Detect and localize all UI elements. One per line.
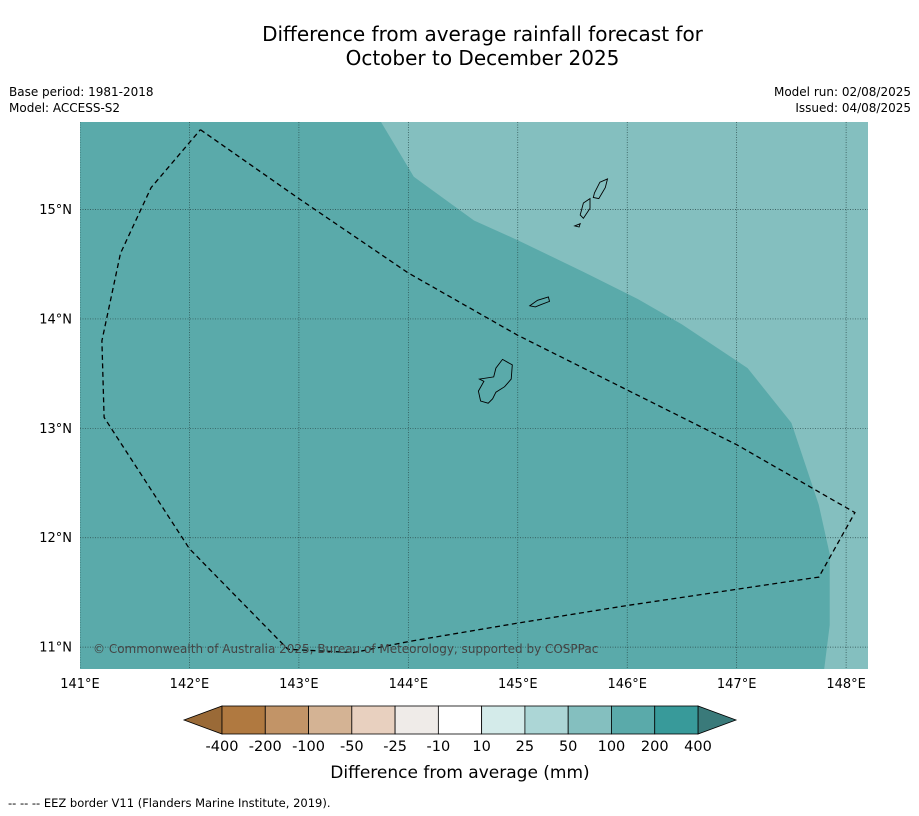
- island-outline: [579, 197, 591, 220]
- zone-100-200-fill: [80, 122, 830, 669]
- lon-tick-label: 143°E: [279, 677, 319, 692]
- colorbar-swatch: [264, 705, 309, 735]
- title-line-1: Difference from average rainfall forecas…: [262, 22, 703, 46]
- map-title: Difference from average rainfall forecas…: [0, 22, 919, 70]
- colorbar-swatch: [437, 705, 483, 735]
- eez-legend-note: -- -- -- EEZ border V11 (Flanders Marine…: [8, 796, 331, 810]
- colorbar-tick-label: 10: [472, 739, 490, 755]
- map-area: © Commonwealth of Australia 2025, Bureau…: [80, 122, 868, 669]
- title-line-2: October to December 2025: [345, 46, 620, 70]
- colorbar-high-extension: [697, 705, 738, 735]
- graticule: [80, 122, 868, 669]
- lon-tick-label: 141°E: [60, 677, 100, 692]
- colorbar-tick-label: -200: [249, 739, 282, 755]
- colorbar-swatch: [221, 705, 266, 735]
- colorbar-swatch: [394, 705, 439, 735]
- lon-tick-label: 142°E: [170, 677, 210, 692]
- copyright-text: © Commonwealth of Australia 2025, Bureau…: [93, 642, 598, 656]
- colorbar-tick-label: -25: [383, 739, 407, 755]
- island-outline: [592, 178, 609, 200]
- islands: [477, 178, 609, 404]
- colorbar-tick-label: -50: [340, 739, 364, 755]
- colorbar-swatch: [308, 705, 353, 735]
- colorbar: -400 -200 -100 -50 -25 -10 10 25 50 100 200 400: [182, 705, 738, 755]
- colorbar-tick-label: 400: [684, 739, 712, 755]
- colorbar-swatch: [611, 705, 656, 735]
- lon-tick-label: 145°E: [498, 677, 538, 692]
- island-outline: [573, 222, 581, 228]
- colorbar-tick-label: 100: [598, 739, 626, 755]
- colorbar-low-extension: [182, 705, 223, 735]
- lon-tick-label: 146°E: [607, 677, 647, 692]
- run-info: Model run: 02/08/2025 Issued: 04/08/2025: [774, 84, 911, 116]
- colorbar-swatch: [654, 705, 699, 735]
- issued-text: Issued: 04/08/2025: [795, 101, 911, 115]
- island-outline: [528, 296, 551, 308]
- colorbar-tick-label: 25: [516, 739, 534, 755]
- model-info: Base period: 1981-2018 Model: ACCESS-S2: [9, 84, 154, 116]
- lon-tick-label: 144°E: [389, 677, 429, 692]
- lat-tick-label: 14°N: [39, 312, 72, 327]
- colorbar-tick-label: -10: [427, 739, 451, 755]
- colorbar-swatch: [524, 705, 569, 735]
- island-outline: [477, 358, 513, 404]
- colorbar-title: Difference from average (mm): [330, 763, 589, 783]
- eez-border: [101, 129, 856, 654]
- colorbar-tick-label: 50: [559, 739, 577, 755]
- colorbar-swatch: [567, 705, 612, 735]
- lat-tick-label: 11°N: [39, 641, 72, 656]
- lat-tick-label: 15°N: [39, 203, 72, 218]
- colorbar-swatch: [481, 705, 526, 735]
- colorbar-tick-label: -100: [292, 739, 325, 755]
- longitude-labels: 141°E 142°E 143°E 144°E 145°E 146°E 147°E 148°E: [60, 677, 866, 692]
- lat-tick-label: 12°N: [39, 531, 72, 546]
- model-text: Model: ACCESS-S2: [9, 101, 121, 115]
- colorbar-tick-label: -400: [206, 739, 239, 755]
- lon-tick-label: 148°E: [826, 677, 866, 692]
- colorbar-tick-label: 200: [641, 739, 669, 755]
- lon-tick-label: 147°E: [717, 677, 757, 692]
- colorbar-swatch: [351, 705, 396, 735]
- model-run-text: Model run: 02/08/2025: [773, 85, 911, 99]
- lat-tick-label: 13°N: [39, 422, 72, 437]
- base-period-text: Base period: 1981-2018: [9, 85, 154, 99]
- latitude-labels: 15°N 14°N 13°N 12°N 11°N: [39, 203, 72, 656]
